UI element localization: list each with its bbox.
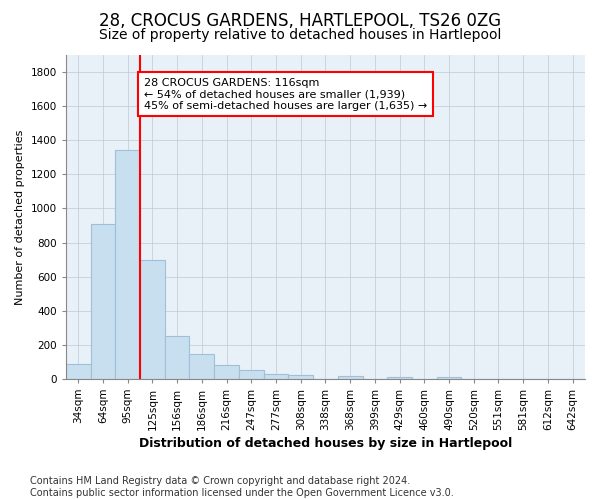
Bar [387, 377, 412, 379]
Bar [263, 374, 289, 379]
Bar [66, 364, 91, 379]
Text: 28, CROCUS GARDENS, HARTLEPOOL, TS26 0ZG: 28, CROCUS GARDENS, HARTLEPOOL, TS26 0ZG [99, 12, 501, 30]
Bar [140, 260, 165, 379]
Bar [115, 150, 140, 379]
Bar [239, 370, 263, 379]
Bar [165, 336, 190, 379]
Bar [91, 224, 115, 379]
Bar [214, 366, 239, 379]
Bar [437, 377, 461, 379]
Bar [338, 376, 362, 379]
Bar [289, 376, 313, 379]
Y-axis label: Number of detached properties: Number of detached properties [15, 130, 25, 304]
Text: Size of property relative to detached houses in Hartlepool: Size of property relative to detached ho… [99, 28, 501, 42]
Bar [190, 354, 214, 379]
X-axis label: Distribution of detached houses by size in Hartlepool: Distribution of detached houses by size … [139, 437, 512, 450]
Text: 28 CROCUS GARDENS: 116sqm
← 54% of detached houses are smaller (1,939)
45% of se: 28 CROCUS GARDENS: 116sqm ← 54% of detac… [144, 78, 427, 111]
Text: Contains HM Land Registry data © Crown copyright and database right 2024.
Contai: Contains HM Land Registry data © Crown c… [30, 476, 454, 498]
